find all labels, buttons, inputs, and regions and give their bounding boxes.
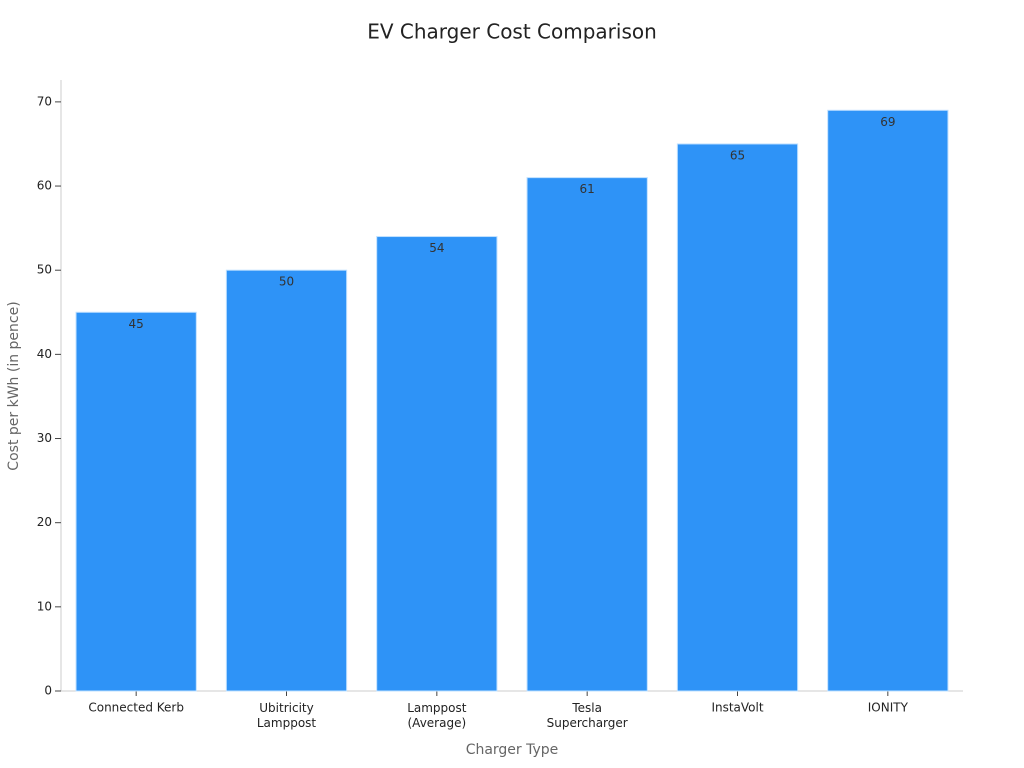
y-tick-label: 20 xyxy=(37,515,52,529)
bar xyxy=(376,236,498,692)
bar xyxy=(225,269,348,692)
bar xyxy=(75,311,197,692)
data-label: 54 xyxy=(429,241,444,255)
bar xyxy=(827,109,949,692)
data-label: 45 xyxy=(129,317,144,331)
y-axis-label: Cost per kWh (in pence) xyxy=(6,301,22,470)
x-tick-label: InstaVolt xyxy=(711,701,763,715)
data-label: 69 xyxy=(880,115,895,129)
x-axis-label: Charger Type xyxy=(466,742,559,758)
y-tick-label: 10 xyxy=(37,599,52,613)
data-label: 65 xyxy=(730,148,745,162)
y-tick-label: 70 xyxy=(37,94,52,108)
y-tick-label: 50 xyxy=(37,263,52,277)
bar xyxy=(526,177,648,692)
y-tick-label: 0 xyxy=(44,684,52,698)
x-tick-label: Lamppost (Average) xyxy=(407,701,467,730)
data-label: 50 xyxy=(279,275,294,289)
data-label: 61 xyxy=(580,182,595,196)
y-tick-label: 60 xyxy=(37,179,52,193)
x-tick-label: Connected Kerb xyxy=(88,701,184,715)
x-tick-label: IONITY xyxy=(868,701,909,715)
chart-title: EV Charger Cost Comparison xyxy=(367,20,657,44)
x-tick-label: Ubitricity Lamppost xyxy=(257,701,317,730)
bar xyxy=(676,143,799,692)
x-tick-label: Tesla Supercharger xyxy=(547,701,628,730)
y-tick-label: 30 xyxy=(37,431,52,445)
y-tick-label: 40 xyxy=(37,347,52,361)
